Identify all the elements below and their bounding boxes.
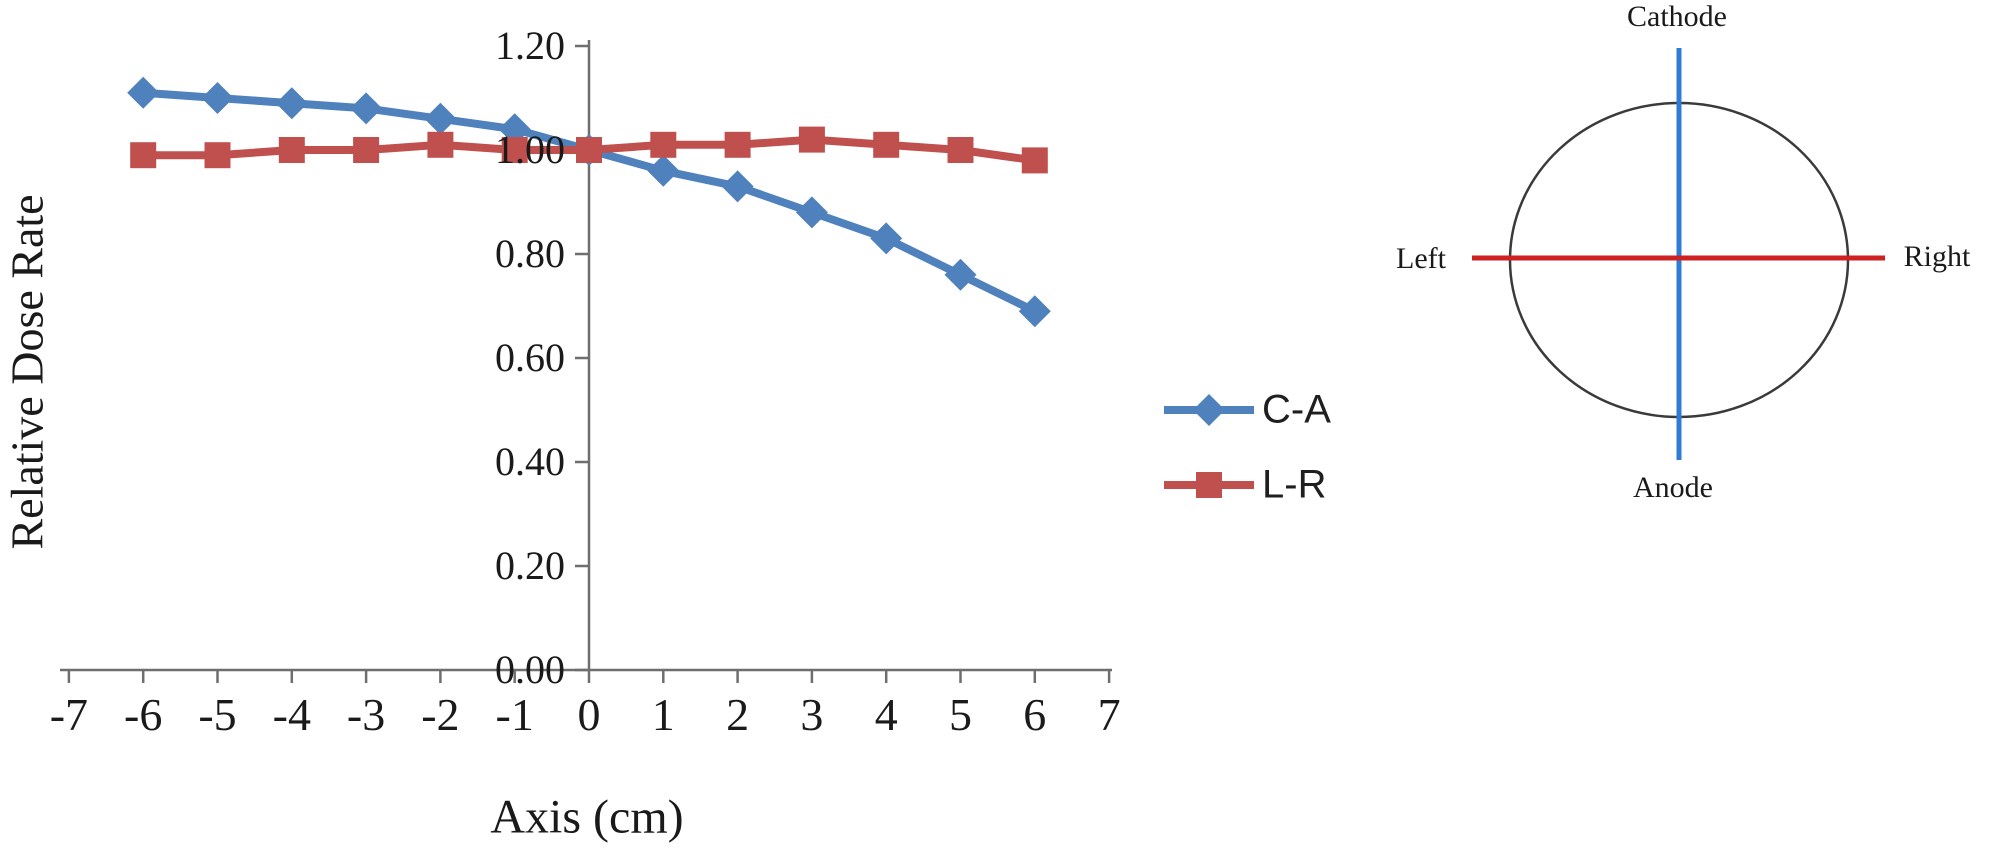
square-marker: [130, 142, 157, 169]
y-tick-label: 0.40: [495, 439, 565, 484]
x-tick-label: 5: [949, 689, 972, 740]
x-tick-label: 6: [1023, 689, 1047, 740]
y-tick-label: 0.80: [495, 231, 565, 276]
square-marker: [1021, 147, 1048, 174]
x-axis-title: Axis (cm): [490, 790, 684, 844]
x-tick-label: -6: [124, 689, 163, 740]
x-tick-label: 2: [726, 689, 750, 740]
square-marker: [873, 131, 900, 158]
diamond-marker: [275, 87, 308, 120]
y-tick-label: 0.20: [495, 543, 565, 588]
legend-label-ca: C-A: [1262, 387, 1331, 432]
diamond-marker: [424, 102, 457, 135]
x-tick-label: -5: [198, 689, 237, 740]
legend-label-lr: L-R: [1262, 462, 1327, 507]
square-marker: [501, 137, 528, 163]
diagram-label-cathode: Cathode: [1627, 0, 1727, 33]
diamond-marker: [201, 82, 234, 114]
x-tick-label: -7: [49, 689, 89, 740]
x-tick-label: -2: [421, 689, 460, 740]
legend-key-C-A: [1164, 394, 1254, 426]
diamond-marker: [795, 196, 828, 229]
x-tick-label: 1: [651, 689, 675, 740]
square-marker: [947, 137, 974, 163]
diagram-label-anode: Anode: [1633, 471, 1713, 504]
diagram-label-right: Right: [1903, 240, 1971, 273]
x-tick-label: -1: [495, 689, 534, 740]
x-tick-label: 7: [1097, 689, 1121, 740]
diamond-marker: [1193, 394, 1225, 426]
x-tick-label: 4: [874, 689, 898, 740]
diamond-marker: [721, 170, 754, 203]
diamond-marker: [944, 258, 977, 291]
diamond-marker: [350, 92, 383, 125]
diamond-marker: [647, 154, 680, 187]
y-tick-label: 1.20: [495, 23, 565, 68]
x-tick-label: -4: [272, 689, 311, 740]
diamond-marker: [1018, 295, 1051, 328]
x-tick-label: 0: [577, 689, 601, 740]
legend-key-L-R: [1164, 472, 1254, 498]
y-tick-label: 0.60: [495, 335, 565, 380]
x-tick-label: 3: [800, 689, 824, 740]
square-marker: [353, 137, 380, 163]
square-marker: [724, 131, 751, 158]
square-marker: [427, 131, 454, 158]
series-L-R: [130, 126, 1048, 174]
diagram-label-left: Left: [1396, 242, 1446, 275]
diamond-marker: [870, 222, 903, 255]
square-marker: [576, 137, 602, 163]
square-marker: [650, 131, 677, 158]
y-tick-label: 0.00: [495, 647, 565, 692]
square-marker: [798, 126, 825, 153]
square-marker: [278, 137, 305, 163]
y-tick-label: 1.00: [495, 127, 565, 172]
x-tick-label: -3: [346, 689, 386, 740]
square-marker: [1196, 472, 1222, 498]
square-marker: [204, 142, 231, 169]
diamond-marker: [127, 76, 160, 109]
